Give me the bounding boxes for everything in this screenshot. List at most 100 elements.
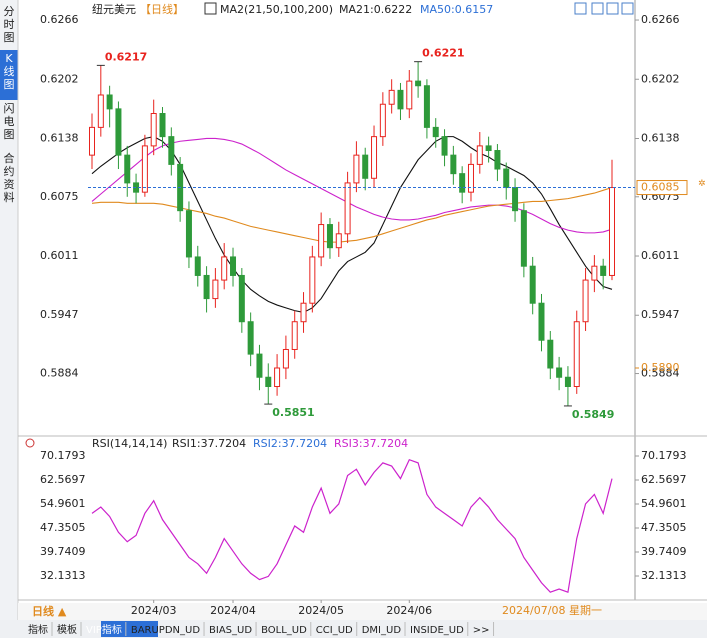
- candle-body: [582, 279, 589, 323]
- rsi-icon: [25, 438, 35, 448]
- indicator-tab[interactable]: VIP指标: [86, 623, 122, 636]
- y-tick-label: 0.5947: [641, 308, 680, 321]
- candle-body: [415, 80, 422, 87]
- candle-body: [300, 302, 307, 323]
- active-indicator-tab: [101, 621, 158, 637]
- crosshair-date: 2024/07/08 星期一: [502, 604, 602, 617]
- y-tick-label: 0.6138: [641, 131, 680, 144]
- candle-body: [221, 256, 228, 281]
- candle-body: [326, 224, 333, 249]
- rsi-tick-label: 54.9601: [40, 497, 86, 510]
- candle-body: [115, 108, 122, 156]
- indicator-tabs: [0, 620, 707, 638]
- last-price-label: 0.6085: [641, 181, 680, 194]
- sidebar-tab[interactable]: 电: [4, 115, 15, 128]
- candle-body: [256, 353, 263, 378]
- y-tick-label: 0.6011: [641, 249, 680, 262]
- y-tick-label: 0.5884: [641, 367, 680, 380]
- candle-body: [591, 265, 598, 281]
- indicator-tab[interactable]: BARUPDN_UD: [131, 625, 200, 636]
- ma50-value: MA50:0.6157: [420, 3, 493, 16]
- rsi-title: RSI(14,14,14): [92, 437, 167, 450]
- x-tick-label: 2024/04: [210, 604, 256, 617]
- candle-body: [185, 210, 192, 258]
- indicator-tab[interactable]: CCI_UD: [316, 625, 353, 636]
- candle-body: [529, 265, 536, 304]
- period: 【日线】: [140, 2, 184, 16]
- candle-body: [467, 163, 474, 193]
- sidebar-tab[interactable]: K: [5, 52, 13, 65]
- candle-body: [274, 367, 281, 388]
- candle-body: [520, 210, 527, 267]
- candle-body: [344, 182, 351, 235]
- x-tick-label: 2024/05: [298, 604, 344, 617]
- candle-body: [459, 173, 466, 193]
- candle-body: [573, 321, 580, 388]
- candle-body: [556, 367, 563, 378]
- y-tick-label: 0.6202: [641, 72, 680, 85]
- candle-body: [282, 348, 289, 369]
- rsi-tick-label: 32.1313: [40, 569, 86, 582]
- candle-body: [168, 136, 175, 165]
- rsi-tick-label: 70.1793: [40, 449, 86, 462]
- indicator-tab[interactable]: INSIDE_UD: [410, 625, 464, 636]
- sidebar-tab[interactable]: 料: [4, 190, 15, 204]
- sidebar-tab[interactable]: 图: [4, 31, 15, 44]
- rsi-tick-label: 39.7409: [40, 545, 86, 558]
- extreme-label: 0.6217: [105, 50, 147, 63]
- y-tick-label: 0.6202: [40, 72, 79, 85]
- extreme-label: 0.6221: [422, 47, 464, 60]
- candle-body: [494, 150, 501, 170]
- candle-body: [247, 321, 254, 355]
- rsi1: RSI1:37.7204: [172, 437, 246, 450]
- sidebar-tab[interactable]: 线: [4, 64, 15, 78]
- candle-body: [564, 376, 571, 388]
- header-icons: [204, 2, 634, 15]
- rsi-tick-label: 62.5697: [641, 473, 687, 486]
- indicator-tab[interactable]: DMI_UD: [362, 625, 402, 636]
- candle-body: [432, 126, 439, 138]
- rsi-tick-label: 62.5697: [40, 473, 86, 486]
- extreme-label: 0.5851: [272, 406, 314, 419]
- candle-body: [397, 89, 404, 110]
- candle-body: [124, 154, 131, 184]
- candle-body: [423, 85, 430, 128]
- sidebar-tab[interactable]: 时: [4, 18, 15, 31]
- rsi-tick-label: 47.3505: [40, 521, 86, 534]
- indicator-tab[interactable]: 模板: [57, 623, 77, 636]
- active-tab-bg: [0, 50, 18, 100]
- sidebar-tab[interactable]: 图: [4, 78, 15, 91]
- candle-body: [600, 265, 607, 276]
- indicator-tab[interactable]: 指标: [28, 623, 48, 636]
- indicator-tab[interactable]: >>: [473, 625, 490, 636]
- candle-body: [379, 103, 386, 138]
- sidebar-tab[interactable]: 资: [4, 178, 15, 191]
- indicator-tab[interactable]: BOLL_UD: [261, 625, 307, 636]
- indicator-tab[interactable]: BIAS_UD: [209, 625, 252, 636]
- candle-body: [388, 89, 395, 105]
- candle-body: [230, 256, 237, 276]
- candle-body: [97, 94, 104, 128]
- y-tick-label: 0.5884: [40, 367, 79, 380]
- y-tick-label: 0.5947: [40, 308, 79, 321]
- period-bar: [18, 603, 707, 620]
- sidebar-tab[interactable]: 合: [4, 151, 15, 165]
- sidebar-tab[interactable]: 图: [4, 128, 15, 141]
- extreme-label: 0.5849: [572, 408, 614, 421]
- period-switch[interactable]: 日线 ▲: [32, 604, 67, 618]
- candle-body: [609, 187, 615, 276]
- y-tick-label: 0.6266: [40, 13, 79, 26]
- candle-body: [318, 224, 325, 258]
- candle-body: [441, 136, 448, 156]
- candle-body: [476, 145, 483, 165]
- pin-icon: ✲: [698, 179, 706, 189]
- candle-body: [335, 233, 342, 249]
- candle-body: [538, 302, 545, 341]
- y-tick-label: 0.6138: [40, 131, 79, 144]
- ma-params: MA2(21,50,100,200): [220, 3, 333, 16]
- sidebar-tab[interactable]: 分: [4, 5, 15, 18]
- candle-body: [362, 154, 369, 179]
- sidebar-tab[interactable]: 约: [4, 165, 15, 178]
- sidebar-tab[interactable]: 闪: [4, 101, 15, 115]
- y-tick-label: 0.6011: [40, 249, 79, 262]
